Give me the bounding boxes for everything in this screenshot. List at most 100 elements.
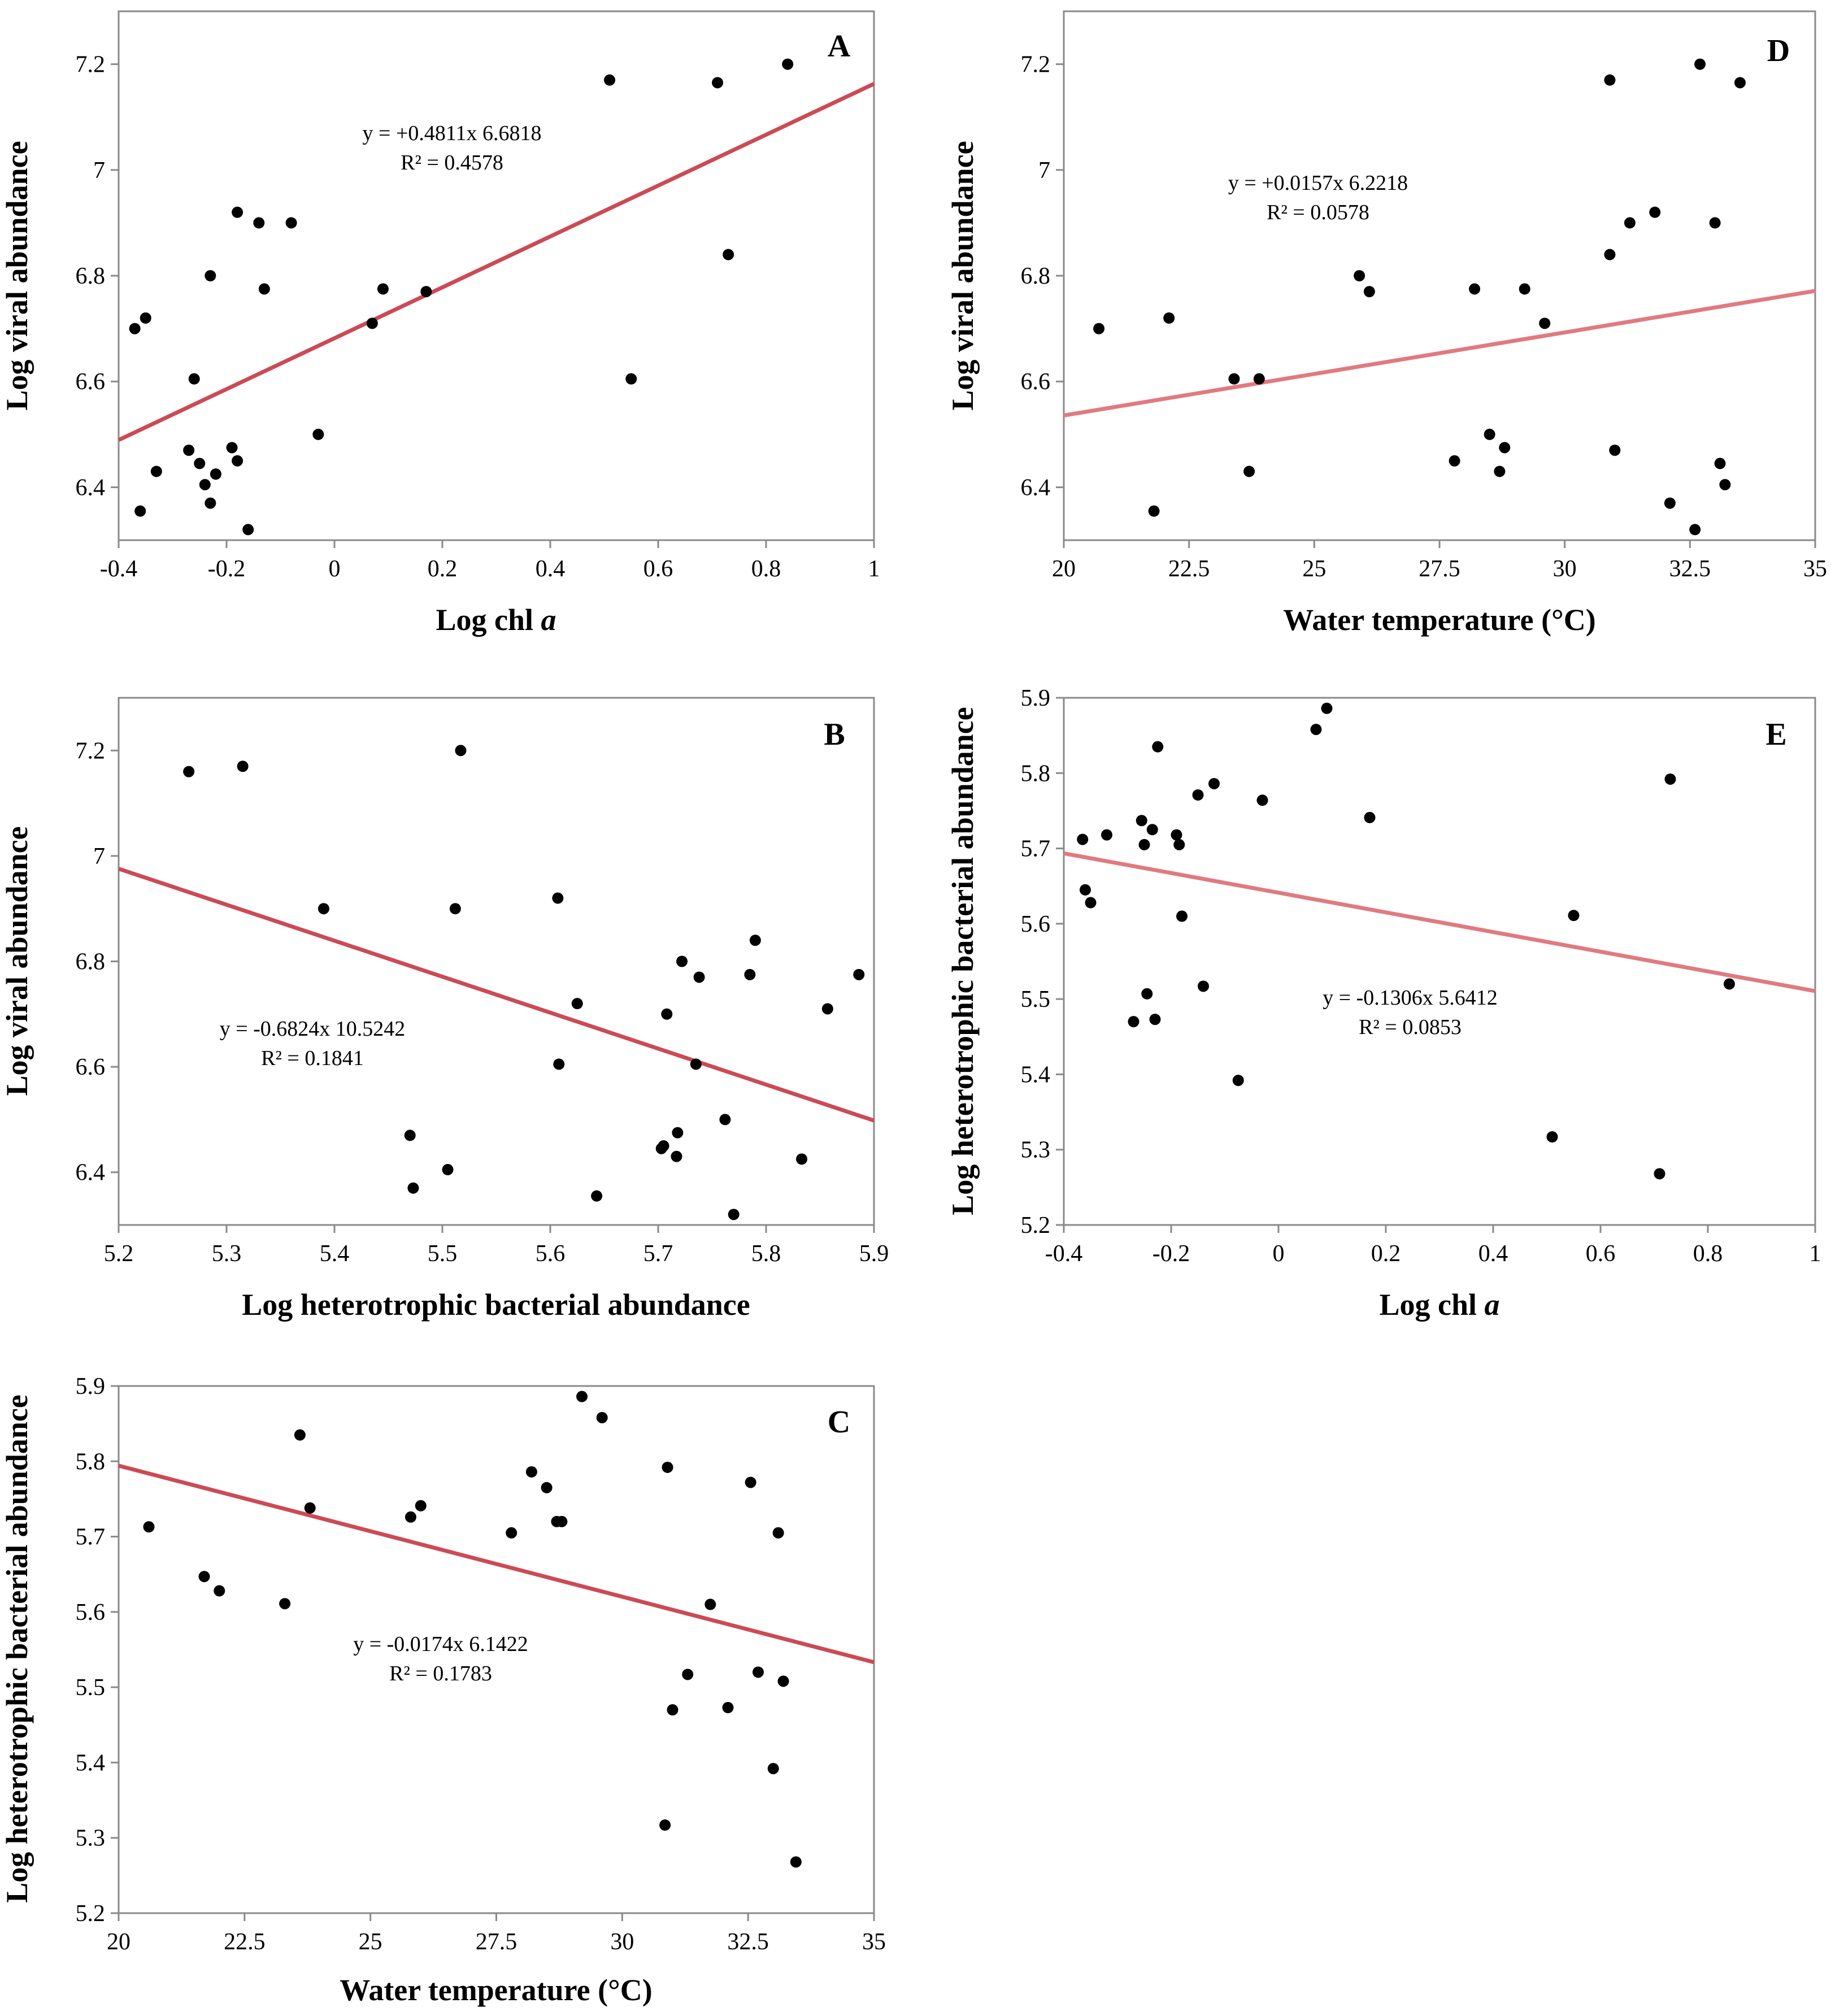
y-tick-label: 5.5 — [76, 1675, 106, 1701]
x-tick-label: 30 — [610, 1929, 634, 1955]
data-point — [442, 1164, 454, 1176]
data-point — [377, 283, 389, 295]
data-point — [140, 312, 151, 324]
data-point — [1449, 455, 1460, 467]
data-point — [1232, 1075, 1244, 1087]
y-tick-label: 5.7 — [76, 1524, 106, 1550]
data-point — [552, 892, 564, 904]
x-tick-label: 5.9 — [859, 1241, 889, 1267]
data-point — [671, 1150, 682, 1162]
x-axis-title: Log chl a — [1379, 1288, 1499, 1322]
data-point — [183, 444, 195, 456]
data-points — [1093, 58, 1746, 536]
data-point — [1310, 723, 1322, 735]
x-tick-label: 20 — [107, 1929, 131, 1955]
data-point — [294, 1429, 306, 1441]
data-point — [556, 1515, 568, 1527]
data-point — [237, 761, 249, 772]
data-points — [129, 58, 794, 536]
x-tick-label: 32.5 — [1669, 556, 1711, 582]
data-point — [1085, 897, 1097, 909]
data-point — [719, 1114, 731, 1126]
data-point — [782, 58, 794, 70]
trend-line — [1063, 851, 1816, 993]
data-point — [407, 1182, 419, 1194]
x-tick-label: 0 — [329, 556, 341, 582]
data-point — [1494, 466, 1506, 477]
x-tick-label: 5.4 — [320, 1241, 350, 1267]
r-squared: R² = 0.0853 — [1359, 1015, 1462, 1039]
data-point — [661, 1008, 673, 1020]
y-tick-label: 7.2 — [76, 738, 106, 764]
data-point — [777, 1675, 789, 1687]
x-tick-label: 0.2 — [1371, 1241, 1401, 1267]
data-points — [1077, 702, 1735, 1180]
data-point — [199, 479, 211, 490]
data-point — [1649, 206, 1661, 218]
data-point — [1149, 1014, 1161, 1026]
data-point — [1719, 479, 1731, 490]
x-tick-label: 5.2 — [104, 1241, 134, 1267]
data-point — [1093, 323, 1105, 334]
x-axis-title: Water temperature (°C) — [1283, 603, 1595, 637]
data-point — [571, 998, 583, 1010]
y-tick-label: 6.8 — [1021, 263, 1051, 289]
data-point — [662, 1461, 673, 1473]
x-tick-label: 5.6 — [536, 1241, 566, 1267]
data-point — [1734, 77, 1746, 89]
x-axis-title: Log heterotrophic bacterial abundance — [242, 1288, 750, 1322]
x-tick-label: 25 — [1302, 556, 1326, 582]
data-point — [796, 1153, 808, 1165]
data-point — [1709, 217, 1721, 229]
data-point — [318, 903, 329, 915]
r-squared: R² = 0.1783 — [389, 1662, 492, 1685]
data-point — [525, 1466, 537, 1478]
trend-line — [118, 82, 875, 442]
data-point — [226, 442, 238, 454]
x-tick-label: 22.5 — [1168, 556, 1210, 582]
data-point — [279, 1598, 291, 1610]
data-point — [1136, 815, 1147, 827]
y-tick-labels: 6.4 6.6 6.8 7 7.2 — [1021, 52, 1064, 501]
data-point — [1128, 1016, 1140, 1028]
y-axis-title: Log heterotrophic bacterial abundance — [946, 707, 980, 1215]
data-point — [415, 1500, 427, 1511]
data-point — [1171, 829, 1182, 841]
data-point — [772, 1527, 784, 1539]
data-point — [1080, 884, 1091, 896]
y-tick-label: 5.6 — [1021, 911, 1051, 937]
data-point — [210, 468, 221, 480]
x-tick-labels: -0.4 -0.2 0 0.2 0.4 0.6 0.8 1 — [100, 540, 880, 582]
y-tick-label: 5.4 — [1021, 1062, 1051, 1088]
data-point — [506, 1527, 517, 1539]
x-tick-label: 0.8 — [751, 556, 781, 582]
x-tick-label: 35 — [862, 1929, 886, 1955]
r-squared: R² = 0.1841 — [261, 1046, 364, 1070]
x-tick-label: 5.5 — [428, 1241, 458, 1267]
data-point — [253, 217, 265, 229]
data-point — [672, 1127, 684, 1139]
x-tick-label: -0.2 — [208, 556, 246, 582]
data-point — [1664, 497, 1676, 509]
y-tick-label: 5.8 — [76, 1449, 106, 1475]
x-tick-label: 1 — [868, 556, 880, 582]
y-tick-label: 7 — [93, 844, 105, 870]
y-tick-labels: 5.2 5.3 5.4 5.5 5.6 5.7 5.8 5.9 — [1021, 685, 1064, 1239]
data-point — [1176, 910, 1188, 922]
data-point — [658, 1140, 669, 1152]
data-point — [150, 466, 162, 477]
data-point — [712, 77, 724, 89]
data-point — [232, 455, 243, 467]
y-tick-labels: 5.2 5.3 5.4 5.5 5.6 5.7 5.8 5.9 — [76, 1374, 119, 1927]
data-point — [1654, 1168, 1665, 1180]
y-axis-title: Log viral abundance — [0, 141, 34, 410]
regression-equation: y = -0.6824x 10.5242 — [220, 1017, 406, 1041]
data-point — [198, 1571, 210, 1583]
data-point — [1354, 270, 1365, 281]
y-tick-label: 6.8 — [76, 949, 106, 975]
data-point — [704, 1598, 716, 1610]
x-tick-label: 0.2 — [428, 556, 458, 582]
data-point — [728, 1209, 740, 1220]
y-tick-label: 6.6 — [1021, 369, 1051, 395]
